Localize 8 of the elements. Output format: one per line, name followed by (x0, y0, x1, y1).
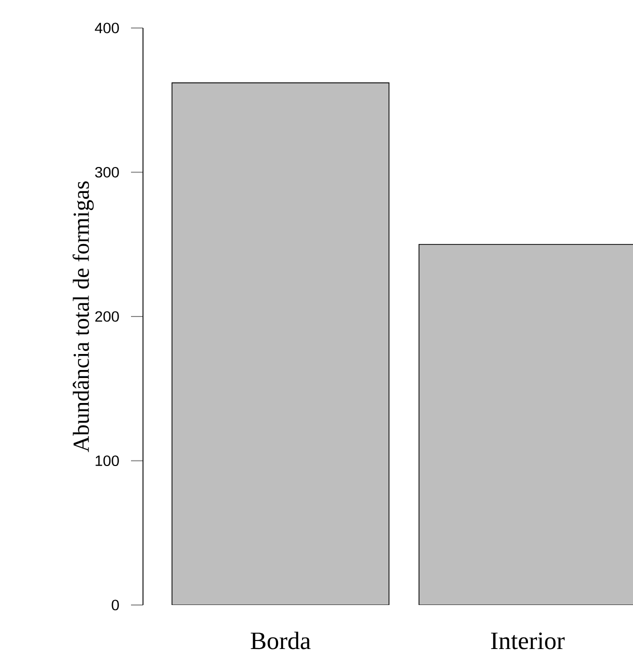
y-tick-label: 300 (95, 166, 119, 178)
x-tick-label: Borda (250, 632, 311, 650)
y-tick-label: 400 (94, 22, 119, 34)
y-tick-label: 200 (95, 311, 119, 322)
y-axis-title: Abundância total de formigas (72, 181, 94, 452)
y-tick-label: 100 (96, 455, 119, 466)
x-tick-label: Interior (491, 632, 565, 650)
y-tick-label: 0 (112, 600, 119, 610)
